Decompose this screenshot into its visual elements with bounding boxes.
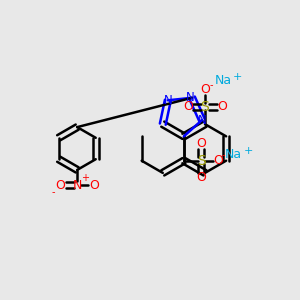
Text: S: S [197,154,206,168]
Text: O: O [217,100,227,113]
Text: +: + [232,72,242,82]
Text: O: O [200,83,210,96]
Text: O: O [196,171,206,184]
Text: -: - [210,80,213,91]
Text: N: N [198,113,206,127]
Text: O: O [213,154,223,167]
Text: O: O [55,179,65,192]
Text: +: + [81,173,88,183]
Text: Na: Na [225,148,242,161]
Text: Na: Na [215,74,232,87]
Text: N: N [164,94,172,107]
Text: +: + [243,146,253,156]
Text: N: N [73,179,82,192]
Text: S: S [201,100,209,114]
Text: -: - [51,187,55,197]
Text: N: N [186,91,195,104]
Text: O: O [196,137,206,150]
Text: O: O [183,100,193,113]
Text: O: O [89,179,99,192]
Text: -: - [222,150,225,160]
